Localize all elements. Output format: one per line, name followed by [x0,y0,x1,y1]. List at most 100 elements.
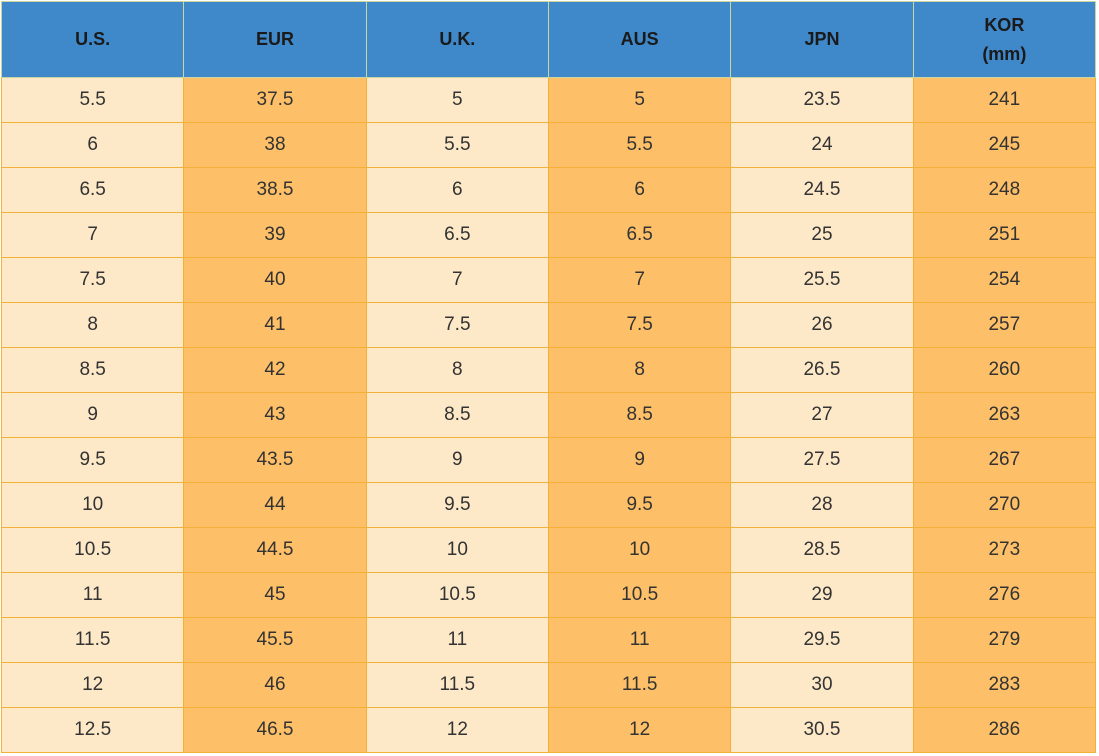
table-cell: 8 [365,347,549,393]
table-cell: 5 [365,77,549,123]
table-cell: 8 [547,347,732,393]
table-cell: 9 [0,392,185,438]
table-cell: 283 [912,662,1097,708]
table-cell: 10.5 [0,527,185,573]
table-cell: 6.5 [365,212,549,258]
table-cell: 7.5 [365,302,549,348]
table-cell: 276 [912,572,1097,618]
table-cell: 28.5 [730,527,914,573]
table-cell: 241 [912,77,1097,123]
table-cell: 42 [183,347,367,393]
table-cell: 257 [912,302,1097,348]
table-cell: 12.5 [0,707,185,753]
table-cell: 7.5 [0,257,185,303]
table-row: 11.5 45.5 11 11 29.5 279 [0,617,1097,663]
table-cell: 9 [365,437,549,483]
table-cell: 12 [365,707,549,753]
table-cell: 12 [0,662,185,708]
table-row: 7 39 6.5 6.5 25 251 [0,212,1097,258]
table-cell: 10.5 [365,572,549,618]
table-cell: 11.5 [0,617,185,663]
table-cell: 251 [912,212,1097,258]
table-cell: 29.5 [730,617,914,663]
table-cell: 38 [183,122,367,168]
table-cell: 37.5 [183,77,367,123]
table-row: 9 43 8.5 8.5 27 263 [0,392,1097,438]
table-cell: 9.5 [547,482,732,528]
table-cell: 8.5 [0,347,185,393]
table-cell: 24.5 [730,167,914,213]
table-cell: 5.5 [365,122,549,168]
table-cell: 45.5 [183,617,367,663]
table-cell: 11 [547,617,732,663]
table-row: 9.5 43.5 9 9 27.5 267 [0,437,1097,483]
table-row: 12.5 46.5 12 12 30.5 286 [0,707,1097,753]
table-cell: 30 [730,662,914,708]
table-cell: 10 [365,527,549,573]
table-cell: 7 [547,257,732,303]
table-cell: 28 [730,482,914,528]
column-header: U.S. [0,1,185,78]
table-row: 6.5 38.5 6 6 24.5 248 [0,167,1097,213]
table-cell: 25 [730,212,914,258]
table-cell: 5.5 [547,122,732,168]
table-row: 6 38 5.5 5.5 24 245 [0,122,1097,168]
table-cell: 8.5 [547,392,732,438]
table-cell: 46 [183,662,367,708]
table-cell: 46.5 [183,707,367,753]
table-cell: 9.5 [0,437,185,483]
table-cell: 7 [0,212,185,258]
table-cell: 267 [912,437,1097,483]
table-cell: 254 [912,257,1097,303]
table-cell: 27 [730,392,914,438]
table-cell: 286 [912,707,1097,753]
table-cell: 12 [547,707,732,753]
table-cell: 8 [0,302,185,348]
table-cell: 10 [547,527,732,573]
table-cell: 5 [547,77,732,123]
table-cell: 260 [912,347,1097,393]
table-row: 7.5 40 7 7 25.5 254 [0,257,1097,303]
table-cell: 279 [912,617,1097,663]
table-body: 5.5 37.5 5 5 23.5 241 6 38 5.5 5.5 24 245 6.5 38.5 6 6 2… [0,77,1097,753]
table-cell: 245 [912,122,1097,168]
table-cell: 23.5 [730,77,914,123]
table-cell: 39 [183,212,367,258]
table-cell: 25.5 [730,257,914,303]
table-cell: 6 [547,167,732,213]
table-cell: 11 [365,617,549,663]
table-row: 8.5 42 8 8 26.5 260 [0,347,1097,393]
table-cell: 29 [730,572,914,618]
table-cell: 43 [183,392,367,438]
table-cell: 10.5 [547,572,732,618]
column-header: EUR [183,1,367,78]
table-cell: 26.5 [730,347,914,393]
column-header: KOR (mm) [912,1,1097,78]
table-cell: 26 [730,302,914,348]
table-cell: 263 [912,392,1097,438]
table-cell: 45 [183,572,367,618]
table-cell: 30.5 [730,707,914,753]
column-header: JPN [730,1,914,78]
table-cell: 38.5 [183,167,367,213]
table-cell: 11.5 [547,662,732,708]
table-row: 8 41 7.5 7.5 26 257 [0,302,1097,348]
table-cell: 248 [912,167,1097,213]
table-cell: 8.5 [365,392,549,438]
table-cell: 11 [0,572,185,618]
column-header: U.K. [365,1,549,78]
table-cell: 44.5 [183,527,367,573]
table-cell: 5.5 [0,77,185,123]
table-cell: 6 [0,122,185,168]
table-cell: 6.5 [0,167,185,213]
table-cell: 40 [183,257,367,303]
table-cell: 41 [183,302,367,348]
table-cell: 24 [730,122,914,168]
table-row: 10 44 9.5 9.5 28 270 [0,482,1097,528]
table-row: 11 45 10.5 10.5 29 276 [0,572,1097,618]
table-cell: 9 [547,437,732,483]
table-row: 12 46 11.5 11.5 30 283 [0,662,1097,708]
column-header: AUS [547,1,732,78]
